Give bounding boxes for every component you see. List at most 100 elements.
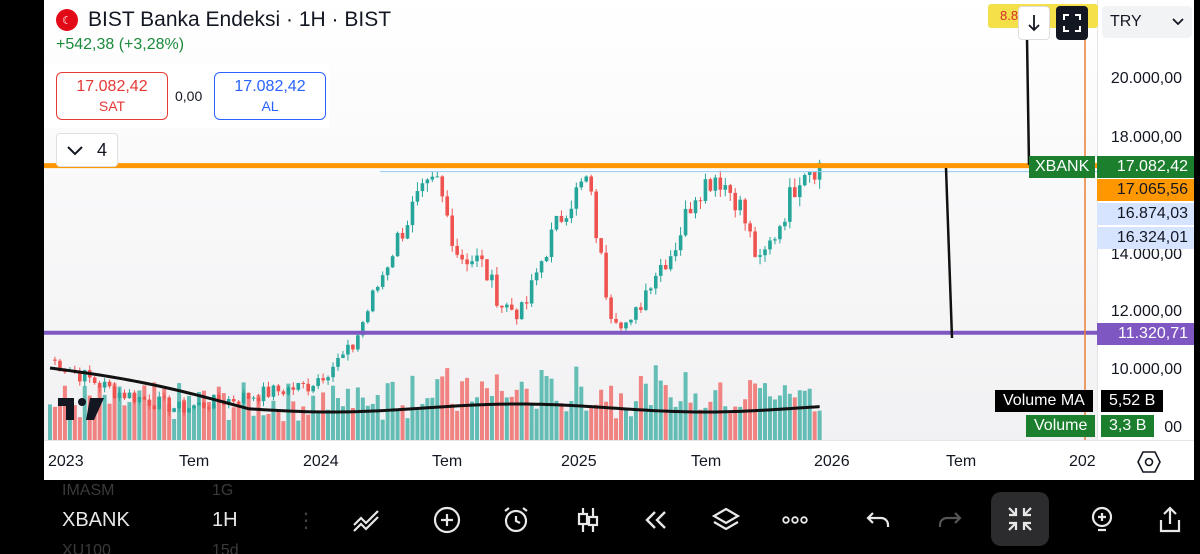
spread-value: 0,00 [175, 88, 203, 104]
volume-bar [479, 381, 484, 440]
candle-body [177, 401, 181, 409]
candle-body [241, 392, 246, 404]
volume-bar [301, 406, 306, 440]
volume-bar [226, 419, 231, 440]
share-button[interactable] [1148, 498, 1192, 542]
indicators-collapse-button[interactable]: 4 [56, 133, 118, 167]
volume-bar [216, 386, 221, 440]
candle-body [703, 179, 708, 201]
volume-bar [807, 388, 812, 440]
candle-body [589, 176, 594, 192]
plus-circle-icon [433, 506, 461, 534]
buy-price: 17.082,42 [234, 78, 306, 95]
purple-line-price-tag: 11.320,71 [1097, 323, 1194, 345]
undo-button[interactable] [856, 498, 900, 542]
volume-bar [67, 400, 72, 440]
candle-body [390, 256, 395, 268]
volume-bar [420, 403, 425, 440]
time-tick: 2025 [561, 453, 597, 470]
candle-body [425, 179, 430, 184]
buy-label: AL [261, 98, 279, 114]
volume-bar [509, 396, 514, 440]
chevron-down-icon [67, 140, 83, 161]
layers-icon [711, 507, 741, 531]
volume-bar [127, 402, 132, 440]
fullscreen-icon [1063, 14, 1081, 32]
candle-body [58, 360, 62, 372]
volume-bar [698, 409, 703, 440]
volume-bar [107, 403, 112, 440]
chart-title[interactable]: BIST Banka Endeksi · 1H · BIST [88, 8, 392, 31]
volume-bar [619, 393, 624, 440]
volume-bar [182, 399, 187, 440]
candle-body [594, 191, 598, 239]
volume-bar [395, 409, 400, 440]
candle-body [797, 185, 802, 198]
volume-bar [72, 405, 77, 440]
candle-body [614, 318, 618, 323]
volume-bar [266, 413, 271, 440]
blue-line-price-tag-2: 16.324,01 [1097, 227, 1194, 249]
price-tick: 12.000,00 [1110, 303, 1182, 320]
volume-bar [584, 410, 589, 440]
exit-fullscreen-button[interactable] [991, 492, 1049, 546]
volume-bar [628, 416, 633, 440]
scroll-down-button[interactable] [1018, 6, 1050, 40]
volume-bar [529, 404, 534, 440]
volume-bar [82, 386, 87, 440]
alert-button[interactable] [494, 498, 538, 542]
candle-body [147, 399, 152, 406]
fullscreen-button[interactable] [1056, 6, 1088, 40]
toolbar-interval[interactable]: 1H [212, 509, 238, 531]
buy-button[interactable]: 17.082,42 AL [214, 72, 326, 120]
candle-body [495, 274, 499, 306]
volume-bar [713, 390, 718, 440]
sell-button[interactable]: 17.082,42 SAT [56, 72, 168, 120]
volume-bar [355, 387, 360, 440]
chart-panel[interactable]: 20.000,00 18.000,00 14.000,00 12.000,00 … [44, 0, 1194, 480]
candle-body [336, 357, 340, 367]
redo-button[interactable] [928, 498, 972, 542]
volume-bar [703, 407, 708, 440]
indicator-count: 4 [96, 139, 107, 160]
toolbar-symbol[interactable]: XBANK [62, 509, 130, 531]
volume-bar [291, 401, 296, 440]
volume-bar [738, 406, 743, 440]
volume-bar [172, 418, 177, 440]
time-axis[interactable]: 2023 Tem 2024 Tem 2025 Tem 2026 Tem 202 [44, 440, 1194, 480]
volume-bar [112, 383, 117, 440]
candle-body [77, 371, 82, 382]
volume-bar [296, 420, 301, 440]
chevron-down-icon [1172, 18, 1184, 26]
volume-bar [206, 401, 211, 440]
add-indicator-button[interactable] [425, 498, 469, 542]
volume-bar [782, 385, 787, 440]
axis-settings-icon[interactable] [1137, 451, 1161, 478]
volume-bar [733, 406, 738, 440]
candle-body [172, 408, 176, 412]
candle-body [738, 199, 742, 211]
currency-select[interactable]: TRY [1102, 6, 1192, 38]
volume-bar [475, 397, 480, 440]
replay-button[interactable] [634, 498, 678, 542]
ideas-button[interactable] [1080, 498, 1124, 542]
candle-body [698, 200, 703, 202]
volume-bar [256, 394, 261, 440]
volume-bar [534, 408, 539, 440]
candle-body [778, 226, 782, 240]
price-chart[interactable] [44, 0, 1097, 440]
candle-body [693, 200, 698, 214]
volume-bar [102, 394, 107, 440]
redo-icon [938, 512, 962, 527]
candle-body [663, 264, 668, 270]
more-button[interactable] [773, 498, 817, 542]
chart-type-button[interactable] [566, 498, 610, 542]
volume-bar [380, 419, 385, 440]
candle-body [708, 179, 713, 191]
candle-body [748, 223, 752, 232]
layers-button[interactable] [704, 498, 748, 542]
volume-bar [599, 389, 604, 440]
sell-price: 17.082,42 [76, 78, 148, 95]
ghost-symbol-above: IMASM [62, 482, 115, 499]
drawing-tools-button[interactable] [344, 498, 388, 542]
